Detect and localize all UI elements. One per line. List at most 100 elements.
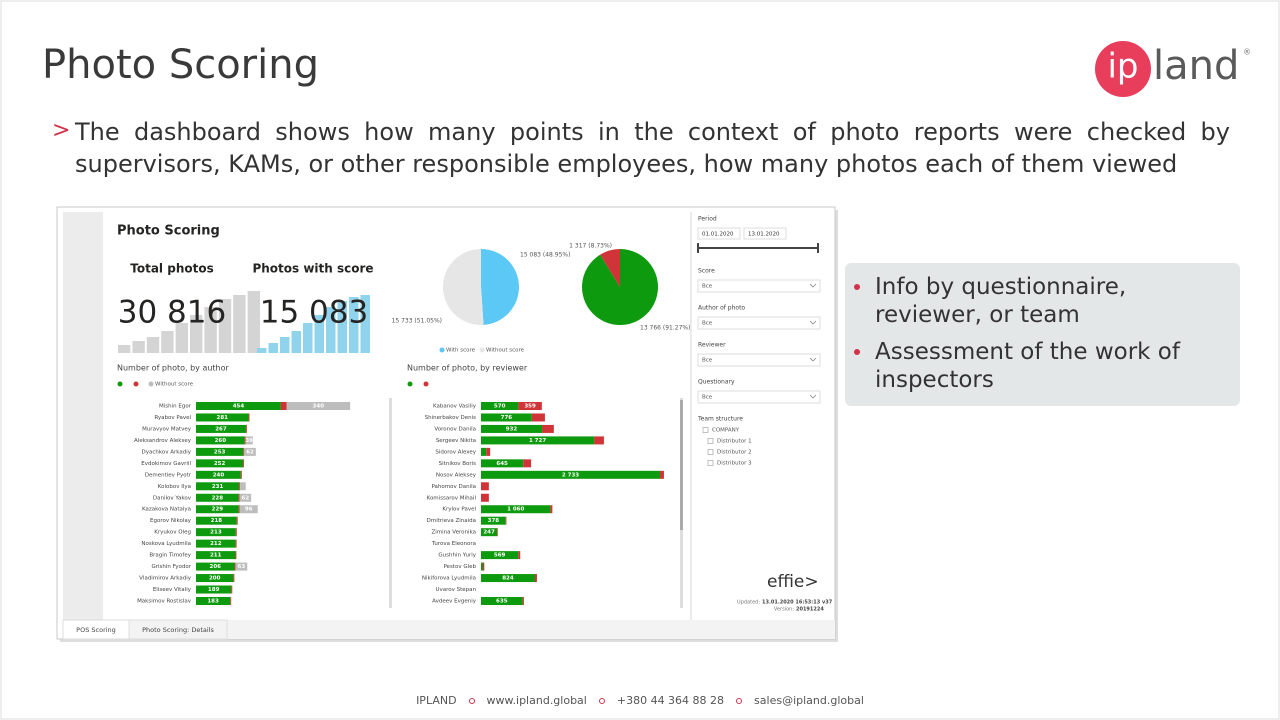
bar [236,516,238,525]
spark-bar [280,337,290,353]
bar-label: 206 [210,564,222,570]
legend-icon [423,381,429,387]
bar-label: 645 [496,461,508,467]
chevron [809,283,817,288]
row-label: Dyachkov Arkadiy [142,449,192,455]
bar [481,447,487,456]
bar [196,585,232,594]
bar [238,493,240,502]
bar-label: 247 [483,530,495,536]
bar [481,596,523,605]
bar-label: 635 [496,598,508,604]
bar [505,516,507,525]
dropdown[interactable] [697,279,821,293]
legend-dot [479,347,485,353]
row-label: Sidorov Alexey [435,449,476,455]
bar-label: 229 [212,507,224,513]
bar [196,596,231,605]
row-label: Sitnikov Boris [439,461,476,467]
bar-label: 253 [214,449,226,455]
checkbox[interactable] [702,427,709,433]
date-box [697,227,741,240]
tab[interactable] [128,619,228,640]
bullet-box: Info by questionnaire, reviewer, or team… [845,263,1240,406]
bar [481,551,519,560]
bar [238,505,240,514]
brand-logo: effie> [767,572,819,592]
divider [690,212,692,620]
row-label: Turova Eleonora [431,541,476,547]
spark-bar [303,323,313,353]
bar-label: 62 [246,449,254,455]
bar [481,459,524,468]
footer: IPLAND www.ipland.global +380 44 364 88 28… [0,694,1280,707]
bar [244,436,246,445]
bar [235,528,237,537]
separator [468,698,475,704]
row-label: Zimina Veronika [432,530,476,536]
bar [522,596,524,605]
bar [196,493,239,502]
bar-label: 824 [502,576,514,582]
legend-icon [407,381,413,387]
bar [235,551,237,560]
spark-bar [326,307,336,353]
dropdown-value: Все [702,395,713,401]
bar [235,562,248,571]
legend-label: Without score [155,382,194,388]
checkbox[interactable] [707,460,714,466]
bar [594,436,604,445]
footer-item: www.ipland.global [486,694,587,707]
row-label: Voronov Danila [434,426,476,432]
dropdown[interactable] [697,316,821,330]
filter-label: Questionary [698,379,735,386]
bar-label: 240 [213,472,225,478]
date-box [743,227,787,240]
spark-bar [190,315,203,353]
bar [196,562,235,571]
bar-label: 211 [210,553,222,559]
dropdown[interactable] [697,353,821,367]
spark-bar [314,315,324,353]
bar [523,459,532,468]
bar-label: 228 [212,495,224,501]
logo-land: land [1153,43,1239,89]
bar-label: 62 [242,495,250,501]
bar [196,447,244,456]
spark-bar [349,297,359,353]
bar [196,528,236,537]
pie-label: 13 766 (91.27%) [640,325,690,332]
checkbox[interactable] [707,449,714,455]
spark-bar [360,295,370,353]
row-label: Avdeev Evgeniy [432,598,477,604]
tree-item: COMPANY [712,428,740,434]
separator [598,698,605,704]
bar [240,482,246,491]
dropdown-value: Все [702,284,713,290]
filter-label: Score [698,268,715,275]
bar [248,413,250,422]
scroll-thumb [680,400,683,530]
dropdown[interactable] [697,390,821,404]
bar-label: 63 [238,564,246,570]
bar [196,470,241,479]
chevron [809,394,817,399]
bar [196,551,236,560]
pie-label: 15 083 (48.95%) [520,252,570,259]
bar [660,470,664,479]
bar [239,505,258,514]
spark-bar [233,295,246,353]
legend-icon [117,381,123,387]
row-label: Kryukov Oleg [154,530,191,536]
checkbox[interactable] [707,438,714,444]
bar [481,402,519,410]
scrollbar [389,398,392,608]
bar [481,436,595,445]
bar [196,413,249,422]
bar [550,505,553,514]
bar-label: 183 [207,598,219,604]
bar [196,436,245,445]
bar [481,424,543,433]
